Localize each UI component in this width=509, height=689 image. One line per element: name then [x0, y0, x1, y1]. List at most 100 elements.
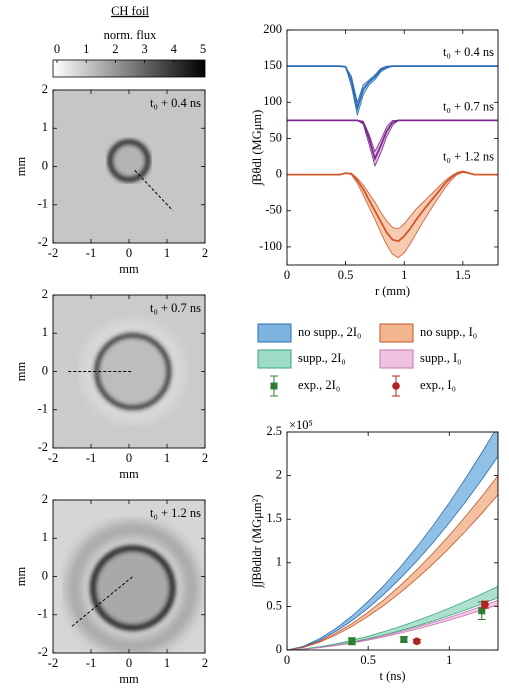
y-tick-label: 0.5 [266, 598, 282, 612]
simulation-band [287, 599, 498, 650]
series-label: t₀ + 1.2 ns [443, 149, 494, 163]
y-axis-label: mm [14, 567, 28, 587]
x-tick-label: 1 [164, 451, 170, 465]
y-tick-label: -2 [38, 440, 48, 454]
radiograph [53, 90, 205, 243]
legend-swatch [257, 323, 292, 343]
x-tick-label: 1.5 [455, 268, 471, 282]
y-tick-label: 1 [42, 325, 48, 339]
y-axis-label: ∫Bθdl (MGμm) [250, 110, 265, 187]
axes-frame [286, 431, 499, 651]
x-tick-label: 0.5 [360, 653, 376, 667]
uncertainty-band [287, 170, 498, 259]
colorbar-tick-label: 5 [200, 42, 206, 56]
legend-label: no supp., I₀ [420, 325, 477, 339]
y-tick-label: 100 [263, 94, 282, 108]
legend-label: exp., 2I₀ [298, 378, 340, 392]
legend-label: supp., 2I₀ [298, 351, 346, 365]
series-label: t₀ + 0.7 ns [443, 99, 494, 113]
image-core [96, 335, 169, 408]
data-point [481, 600, 489, 609]
image-core [92, 548, 173, 628]
colorbar-label: norm. flux [104, 28, 158, 42]
x-tick-label: -2 [48, 246, 58, 260]
image-halo [66, 522, 199, 653]
line [287, 119, 498, 162]
series-label: t₀ + 0.4 ns [443, 45, 494, 59]
legend-marker [392, 382, 400, 390]
y-tick-label: -2 [38, 235, 48, 249]
simulation-band [287, 432, 498, 650]
y-tick-label: 1 [276, 555, 282, 569]
y-tick-label: 2.5 [266, 424, 282, 438]
simulation-band [287, 474, 498, 650]
image-ring [89, 545, 176, 631]
x-tick-label: -2 [48, 656, 58, 670]
line [287, 170, 498, 243]
legend-swatch [379, 349, 414, 369]
x-tick-label: 0 [126, 451, 132, 465]
x-axis-label: r (mm) [375, 284, 410, 298]
x-tick-label: -1 [86, 656, 96, 670]
y-tick-label: -1 [38, 197, 48, 211]
x-tick-label: 1 [401, 268, 407, 282]
x-tick-label: 2 [202, 246, 208, 260]
legend-label: supp., I₀ [420, 351, 462, 365]
data-point [348, 637, 356, 645]
colorbar-tick-label: 0 [54, 42, 60, 56]
y-tick-label: 1 [42, 120, 48, 134]
y-tick-label: -1 [38, 607, 48, 621]
colorbar [52, 59, 206, 78]
y-axis-label: mm [14, 362, 28, 382]
image-halo [83, 321, 183, 422]
lineout-path [134, 169, 174, 211]
image-core [110, 141, 148, 180]
image-ring [107, 139, 151, 183]
y-tick-label: -1 [38, 402, 48, 416]
x-tick-label: 0 [284, 268, 290, 282]
y-tick-label: 50 [270, 130, 283, 144]
x-tick-label: -2 [48, 451, 58, 465]
radiograph [53, 500, 205, 653]
y-tick-label: -50 [265, 203, 282, 217]
plot-area [287, 432, 498, 650]
y-tick-label: 0 [276, 166, 282, 180]
axis-exponent: ×10⁵ [289, 418, 313, 432]
x-axis-label: mm [119, 672, 139, 686]
time-annotation: t₀ + 0.4 ns [150, 96, 201, 110]
legend: no supp., 2I₀ no supp., I₀ supp., 2I₀ supp.… [257, 323, 477, 397]
x-tick-label: 0.5 [338, 268, 354, 282]
axes-frame [52, 89, 206, 244]
x-tick-label: 0 [126, 246, 132, 260]
x-tick-label: 1 [164, 656, 170, 670]
x-tick-label: -1 [86, 451, 96, 465]
axes-frame [52, 294, 206, 449]
x-tick-label: 2 [202, 656, 208, 670]
uncertainty-band [287, 65, 498, 116]
x-tick-label: 0 [126, 656, 132, 670]
legend-swatch [379, 323, 414, 343]
simulation-band [287, 585, 498, 650]
y-tick-label: 0 [42, 568, 48, 582]
y-tick-label: 150 [263, 58, 282, 72]
data-point [413, 637, 421, 646]
plot-area [287, 65, 498, 259]
y-tick-label: 1.5 [266, 511, 282, 525]
y-tick-label: 200 [263, 22, 282, 36]
colorbar-tick-label: 4 [171, 42, 178, 56]
legend-label: no supp., 2I₀ [298, 325, 361, 339]
x-axis-label: mm [119, 262, 139, 276]
image-ring [94, 333, 171, 410]
time-annotation: t₀ + 1.2 ns [150, 506, 201, 520]
radiograph [53, 295, 205, 448]
legend-marker [270, 382, 278, 390]
data-point [400, 636, 408, 644]
figure-title: CH foil [111, 4, 149, 18]
legend-label: exp., I₀ [420, 378, 456, 392]
x-tick-label: -1 [86, 246, 96, 260]
lineout-path [71, 576, 134, 627]
data-point [478, 607, 486, 615]
x-tick-label: 0 [284, 653, 290, 667]
y-tick-label: -2 [38, 645, 48, 659]
